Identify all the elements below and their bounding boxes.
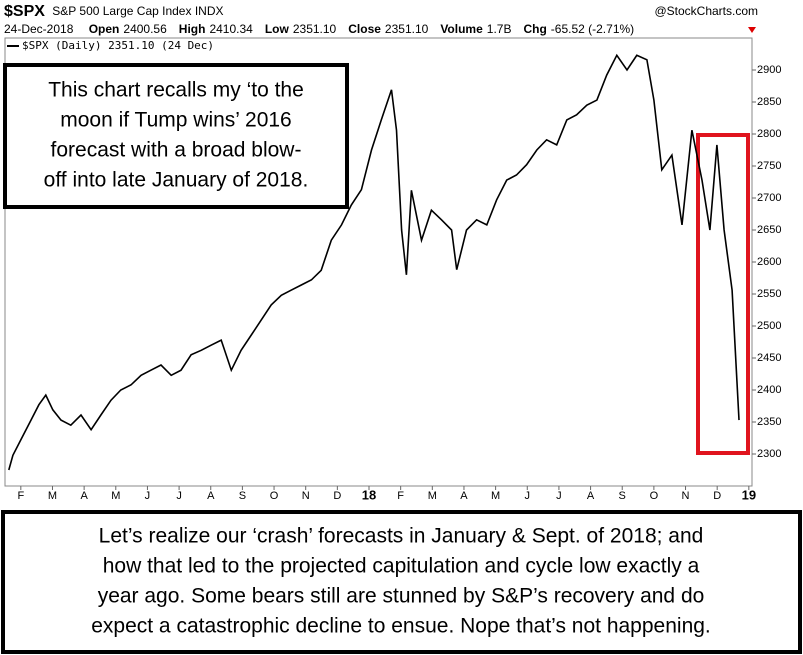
stat-label: Close	[348, 22, 381, 36]
date: 24-Dec-2018	[4, 22, 74, 36]
y-tick-label: 2900	[757, 64, 781, 76]
x-tick-label: A	[207, 490, 215, 502]
x-tick-label: F	[397, 490, 404, 502]
annotation-text: Let’s realize our ‘crash’ forecasts in J…	[99, 525, 704, 548]
y-tick-label: 2300	[757, 448, 781, 460]
x-tick-label: M	[491, 490, 500, 502]
y-tick-label: 2700	[757, 192, 781, 204]
x-tick-label: M	[428, 490, 437, 502]
x-tick-label: M	[111, 490, 120, 502]
x-tick-label: M	[48, 490, 57, 502]
y-tick-label: 2800	[757, 128, 781, 140]
x-tick-label: 18	[362, 487, 376, 502]
x-tick-label: A	[80, 490, 88, 502]
x-tick-label: 19	[742, 487, 756, 502]
stat-label: High	[179, 22, 206, 36]
symbol: $SPX	[4, 3, 45, 20]
stats-line: 24-Dec-2018 Open 2400.56 High 2410.34 Low 235…	[4, 22, 634, 36]
x-tick-label: O	[270, 490, 279, 502]
x-tick-label: D	[713, 490, 721, 502]
x-tick-label: A	[587, 490, 595, 502]
x-tick-label: J	[176, 490, 182, 502]
annotation-text: This chart recalls my ‘to the	[48, 79, 304, 102]
price-line	[8, 53, 740, 471]
stat-label: Volume	[440, 22, 483, 36]
y-tick-label: 2500	[757, 320, 781, 332]
down-arrow	[748, 27, 756, 33]
y-tick-label: 2400	[757, 384, 781, 396]
stat-label: Low	[265, 22, 290, 36]
y-tick-label: 2550	[757, 288, 781, 300]
x-tick-label: S	[619, 490, 626, 502]
y-tick-label: 2850	[757, 96, 781, 108]
source: @StockCharts.com	[654, 4, 758, 18]
index-name: S&P 500 Large Cap Index INDX	[52, 4, 223, 18]
stat-value: 2400.56	[123, 22, 167, 36]
y-tick-label: 2450	[757, 352, 781, 364]
stat-label: Chg	[523, 22, 546, 36]
y-tick-label: 2600	[757, 256, 781, 268]
x-tick-label: N	[682, 490, 690, 502]
x-tick-label: O	[650, 490, 659, 502]
annotation-box	[1, 510, 802, 654]
x-tick-label: N	[302, 490, 310, 502]
annotation-text: year ago. Some bears still are stunned b…	[98, 585, 705, 608]
annotation-box	[3, 63, 349, 209]
x-tick-label: J	[145, 490, 151, 502]
stat-value: 2351.10	[293, 22, 337, 36]
y-tick-label: 2750	[757, 160, 781, 172]
x-tick-label: J	[525, 490, 531, 502]
x-tick-label: J	[556, 490, 562, 502]
stat-label: Open	[89, 22, 120, 36]
legend-label: $SPX (Daily) 2351.10 (24 Dec)	[22, 39, 214, 52]
annotation-text: moon if Tump wins’ 2016	[60, 109, 292, 132]
stat-value: 2351.10	[385, 22, 429, 36]
x-tick-label: F	[17, 490, 24, 502]
annotation-text: off into late January of 2018.	[44, 169, 309, 192]
header-line: $SPX S&P 500 Large Cap Index INDX	[4, 3, 223, 20]
annotation-text: forecast with a broad blow-	[51, 139, 302, 162]
y-tick-label: 2650	[757, 224, 781, 236]
stat-value: -65.52 (-2.71%)	[551, 22, 634, 36]
stat-value: 1.7B	[487, 22, 512, 36]
annotation-text: how that led to the projected capitulati…	[103, 555, 700, 578]
x-tick-label: D	[333, 490, 341, 502]
y-tick-label: 2350	[757, 416, 781, 428]
x-tick-label: S	[239, 490, 246, 502]
x-tick-label: A	[460, 490, 468, 502]
annotation-text: expect a catastrophic decline to ensue. …	[91, 615, 711, 638]
stat-value: 2410.34	[209, 22, 253, 36]
highlight-box	[696, 133, 750, 455]
